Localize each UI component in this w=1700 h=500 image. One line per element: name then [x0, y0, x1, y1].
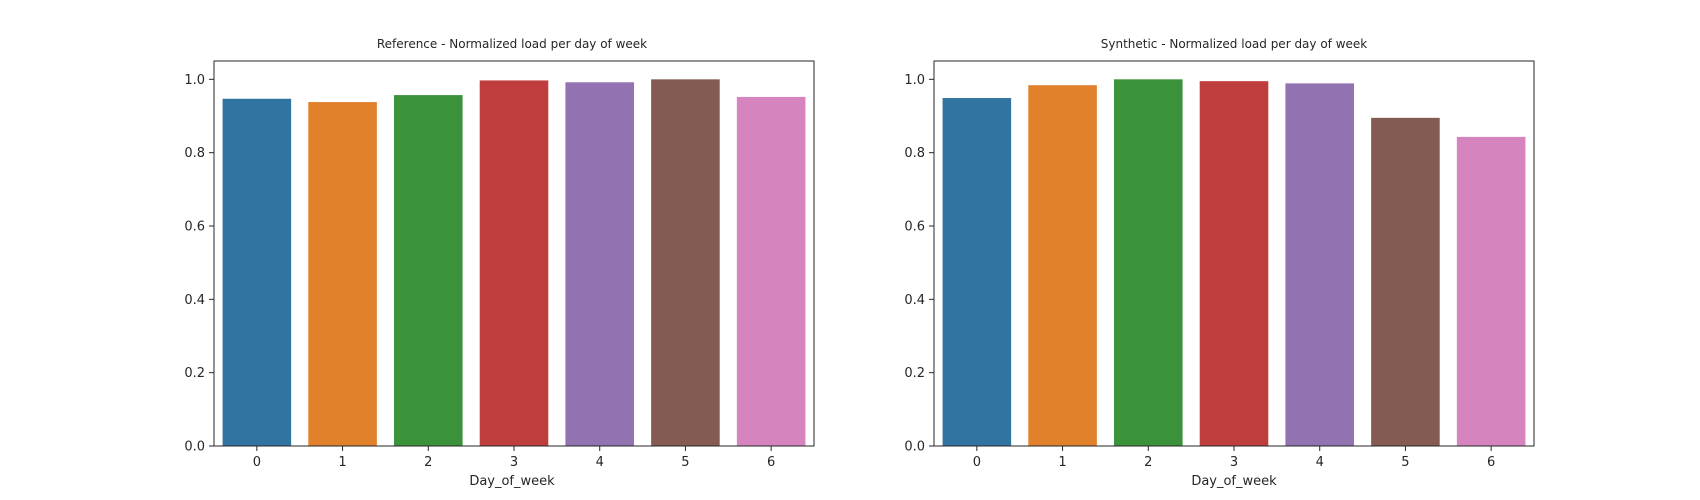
x-tick-label: 2	[1144, 455, 1152, 470]
bar-group	[222, 79, 806, 447]
plot-frame	[213, 60, 815, 447]
chart-title: Synthetic - Normalized load per day of w…	[1101, 37, 1368, 51]
x-tick-label: 1	[1058, 455, 1066, 470]
y-tick-label: 0.8	[184, 146, 205, 161]
bar-5	[1371, 117, 1440, 446]
y-axis: 0.0 0.2 0.4 0.6 0.8 1.0	[184, 73, 214, 455]
x-tick-label: 5	[1401, 455, 1409, 470]
bar-1	[308, 102, 377, 446]
y-tick-label: 0.4	[184, 293, 205, 308]
y-tick-label: 0.6	[904, 220, 925, 235]
y-tick-label: 0.2	[904, 366, 925, 381]
x-tick-label: 1	[338, 455, 346, 470]
x-axis-title: Day_of_week	[1191, 474, 1277, 489]
x-tick-label: 0	[253, 455, 261, 470]
bar-5	[651, 79, 720, 446]
plot-frame	[933, 60, 1535, 447]
x-tick-label: 6	[767, 455, 775, 470]
y-tick-label: 0.0	[904, 440, 925, 455]
y-tick-label: 0.8	[904, 146, 925, 161]
bar-0	[222, 98, 292, 447]
chart-title: Reference - Normalized load per day of w…	[377, 37, 647, 51]
y-tick-label: 1.0	[904, 73, 925, 88]
x-axis: 0 1 2 3 4 5 6	[973, 446, 1495, 470]
chart-synthetic: Synthetic - Normalized load per day of w…	[904, 37, 1535, 489]
bar-1	[1028, 85, 1097, 446]
y-tick-label: 0.2	[184, 366, 205, 381]
bar-3	[479, 80, 549, 447]
x-tick-label: 0	[973, 455, 981, 470]
bar-0	[942, 98, 1012, 446]
x-axis: 0 1 2 3 4 5 6	[253, 446, 775, 470]
x-tick-label: 6	[1487, 455, 1495, 470]
x-axis-title: Day_of_week	[469, 474, 555, 489]
bar-6	[1456, 136, 1526, 446]
y-axis: 0.0 0.2 0.4 0.6 0.8 1.0	[904, 73, 934, 455]
bar-3	[1199, 81, 1269, 447]
x-tick-label: 5	[681, 455, 689, 470]
y-tick-label: 0.4	[904, 293, 925, 308]
bar-4	[1285, 83, 1354, 447]
bar-group	[942, 79, 1526, 447]
x-tick-label: 4	[596, 455, 604, 470]
x-tick-label: 4	[1316, 455, 1324, 470]
bar-2	[394, 95, 463, 446]
y-tick-label: 0.0	[184, 440, 205, 455]
chart-reference: Reference - Normalized load per day of w…	[184, 37, 815, 489]
x-tick-label: 2	[424, 455, 432, 470]
y-tick-label: 0.6	[184, 220, 205, 235]
x-tick-label: 3	[510, 455, 518, 470]
x-tick-label: 3	[1230, 455, 1238, 470]
bar-2	[1114, 79, 1183, 446]
y-tick-label: 1.0	[184, 73, 205, 88]
bar-4	[565, 82, 634, 447]
bar-6	[736, 96, 806, 447]
